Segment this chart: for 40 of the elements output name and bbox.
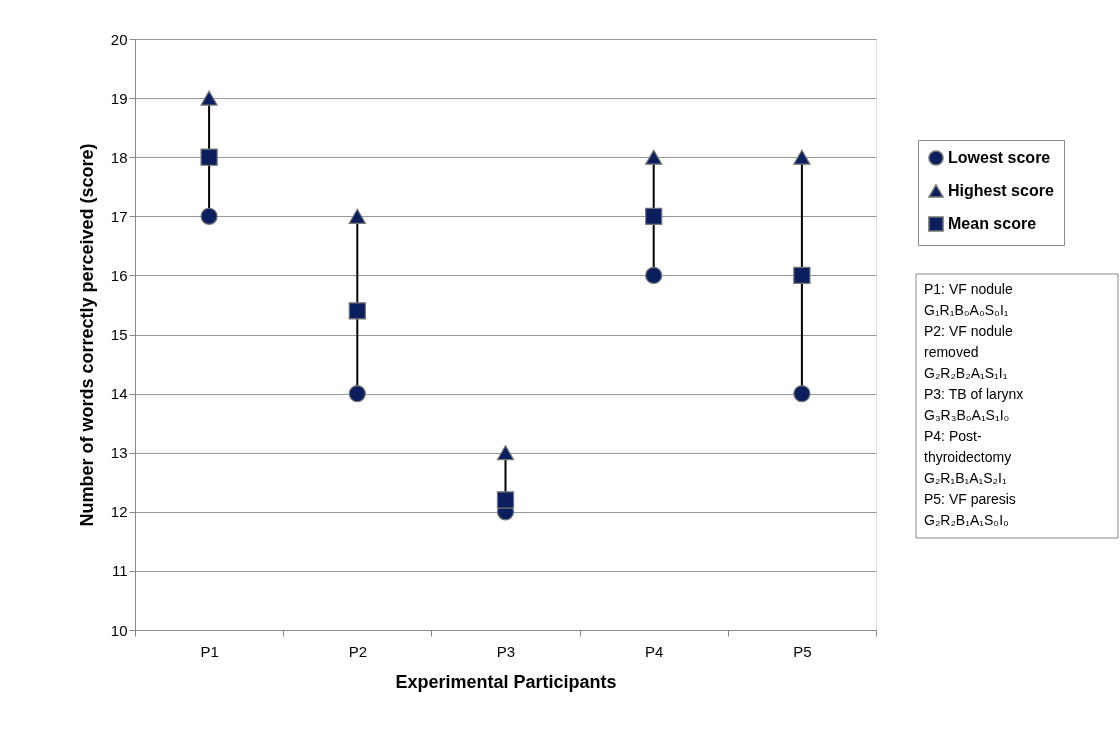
point bbox=[645, 149, 663, 165]
y-tick-label: 13 bbox=[110, 444, 128, 462]
x-axis-title: Experimental Participants bbox=[395, 671, 617, 692]
x-tick-label: P3 bbox=[496, 642, 516, 660]
y-tick-label: 14 bbox=[110, 385, 128, 403]
text: P1: VF nodule G₁R₁B₀A₀S₀I₁ bbox=[924, 281, 1013, 318]
point bbox=[348, 208, 366, 224]
y-tick-label: 16 bbox=[110, 266, 128, 284]
point bbox=[645, 266, 663, 285]
legend-label: Highest score bbox=[948, 182, 1054, 199]
y-tick-label: 19 bbox=[110, 89, 128, 107]
point bbox=[200, 207, 218, 225]
y-tick-label: 18 bbox=[110, 148, 128, 166]
x-tick-label: P2 bbox=[348, 642, 367, 660]
y-tick-label: 15 bbox=[110, 326, 128, 343]
point bbox=[496, 445, 515, 461]
text: P5: VF paresis G₂R₂B₁A₁S₀I₀ bbox=[924, 491, 1016, 528]
y-tick-label: 12 bbox=[110, 503, 128, 521]
point bbox=[348, 384, 366, 403]
y-tick-label: 11 bbox=[111, 562, 128, 580]
text: P3: TB of larynx G₃R₃B₀A₁S₁I₀ bbox=[924, 386, 1024, 423]
point bbox=[348, 302, 366, 320]
y-axis-title: Number of words correctly perceived (score) bbox=[76, 143, 97, 527]
point bbox=[793, 149, 811, 165]
x-tick-label: P5 bbox=[793, 642, 812, 660]
point bbox=[200, 148, 218, 166]
legend-label: Mean score bbox=[948, 215, 1037, 232]
text: P4: Post- thyroidectomy G₂R₁B₁A₁S₂I₁ bbox=[924, 428, 1012, 486]
point bbox=[200, 90, 218, 106]
point bbox=[496, 491, 515, 509]
text: P2: VF nodule removed G₂R₂B₂A₁S₁I₁ bbox=[924, 323, 1013, 381]
point bbox=[645, 207, 663, 225]
y-tick-label: 10 bbox=[110, 621, 128, 639]
legend-label: Lowest score bbox=[948, 149, 1051, 166]
x-tick-label: P1 bbox=[200, 642, 219, 660]
y-tick-label: 17 bbox=[110, 207, 128, 225]
point bbox=[793, 384, 811, 403]
point bbox=[793, 266, 811, 285]
x-tick-label: P4 bbox=[645, 642, 664, 660]
y-tick-label: 20 bbox=[110, 30, 128, 48]
